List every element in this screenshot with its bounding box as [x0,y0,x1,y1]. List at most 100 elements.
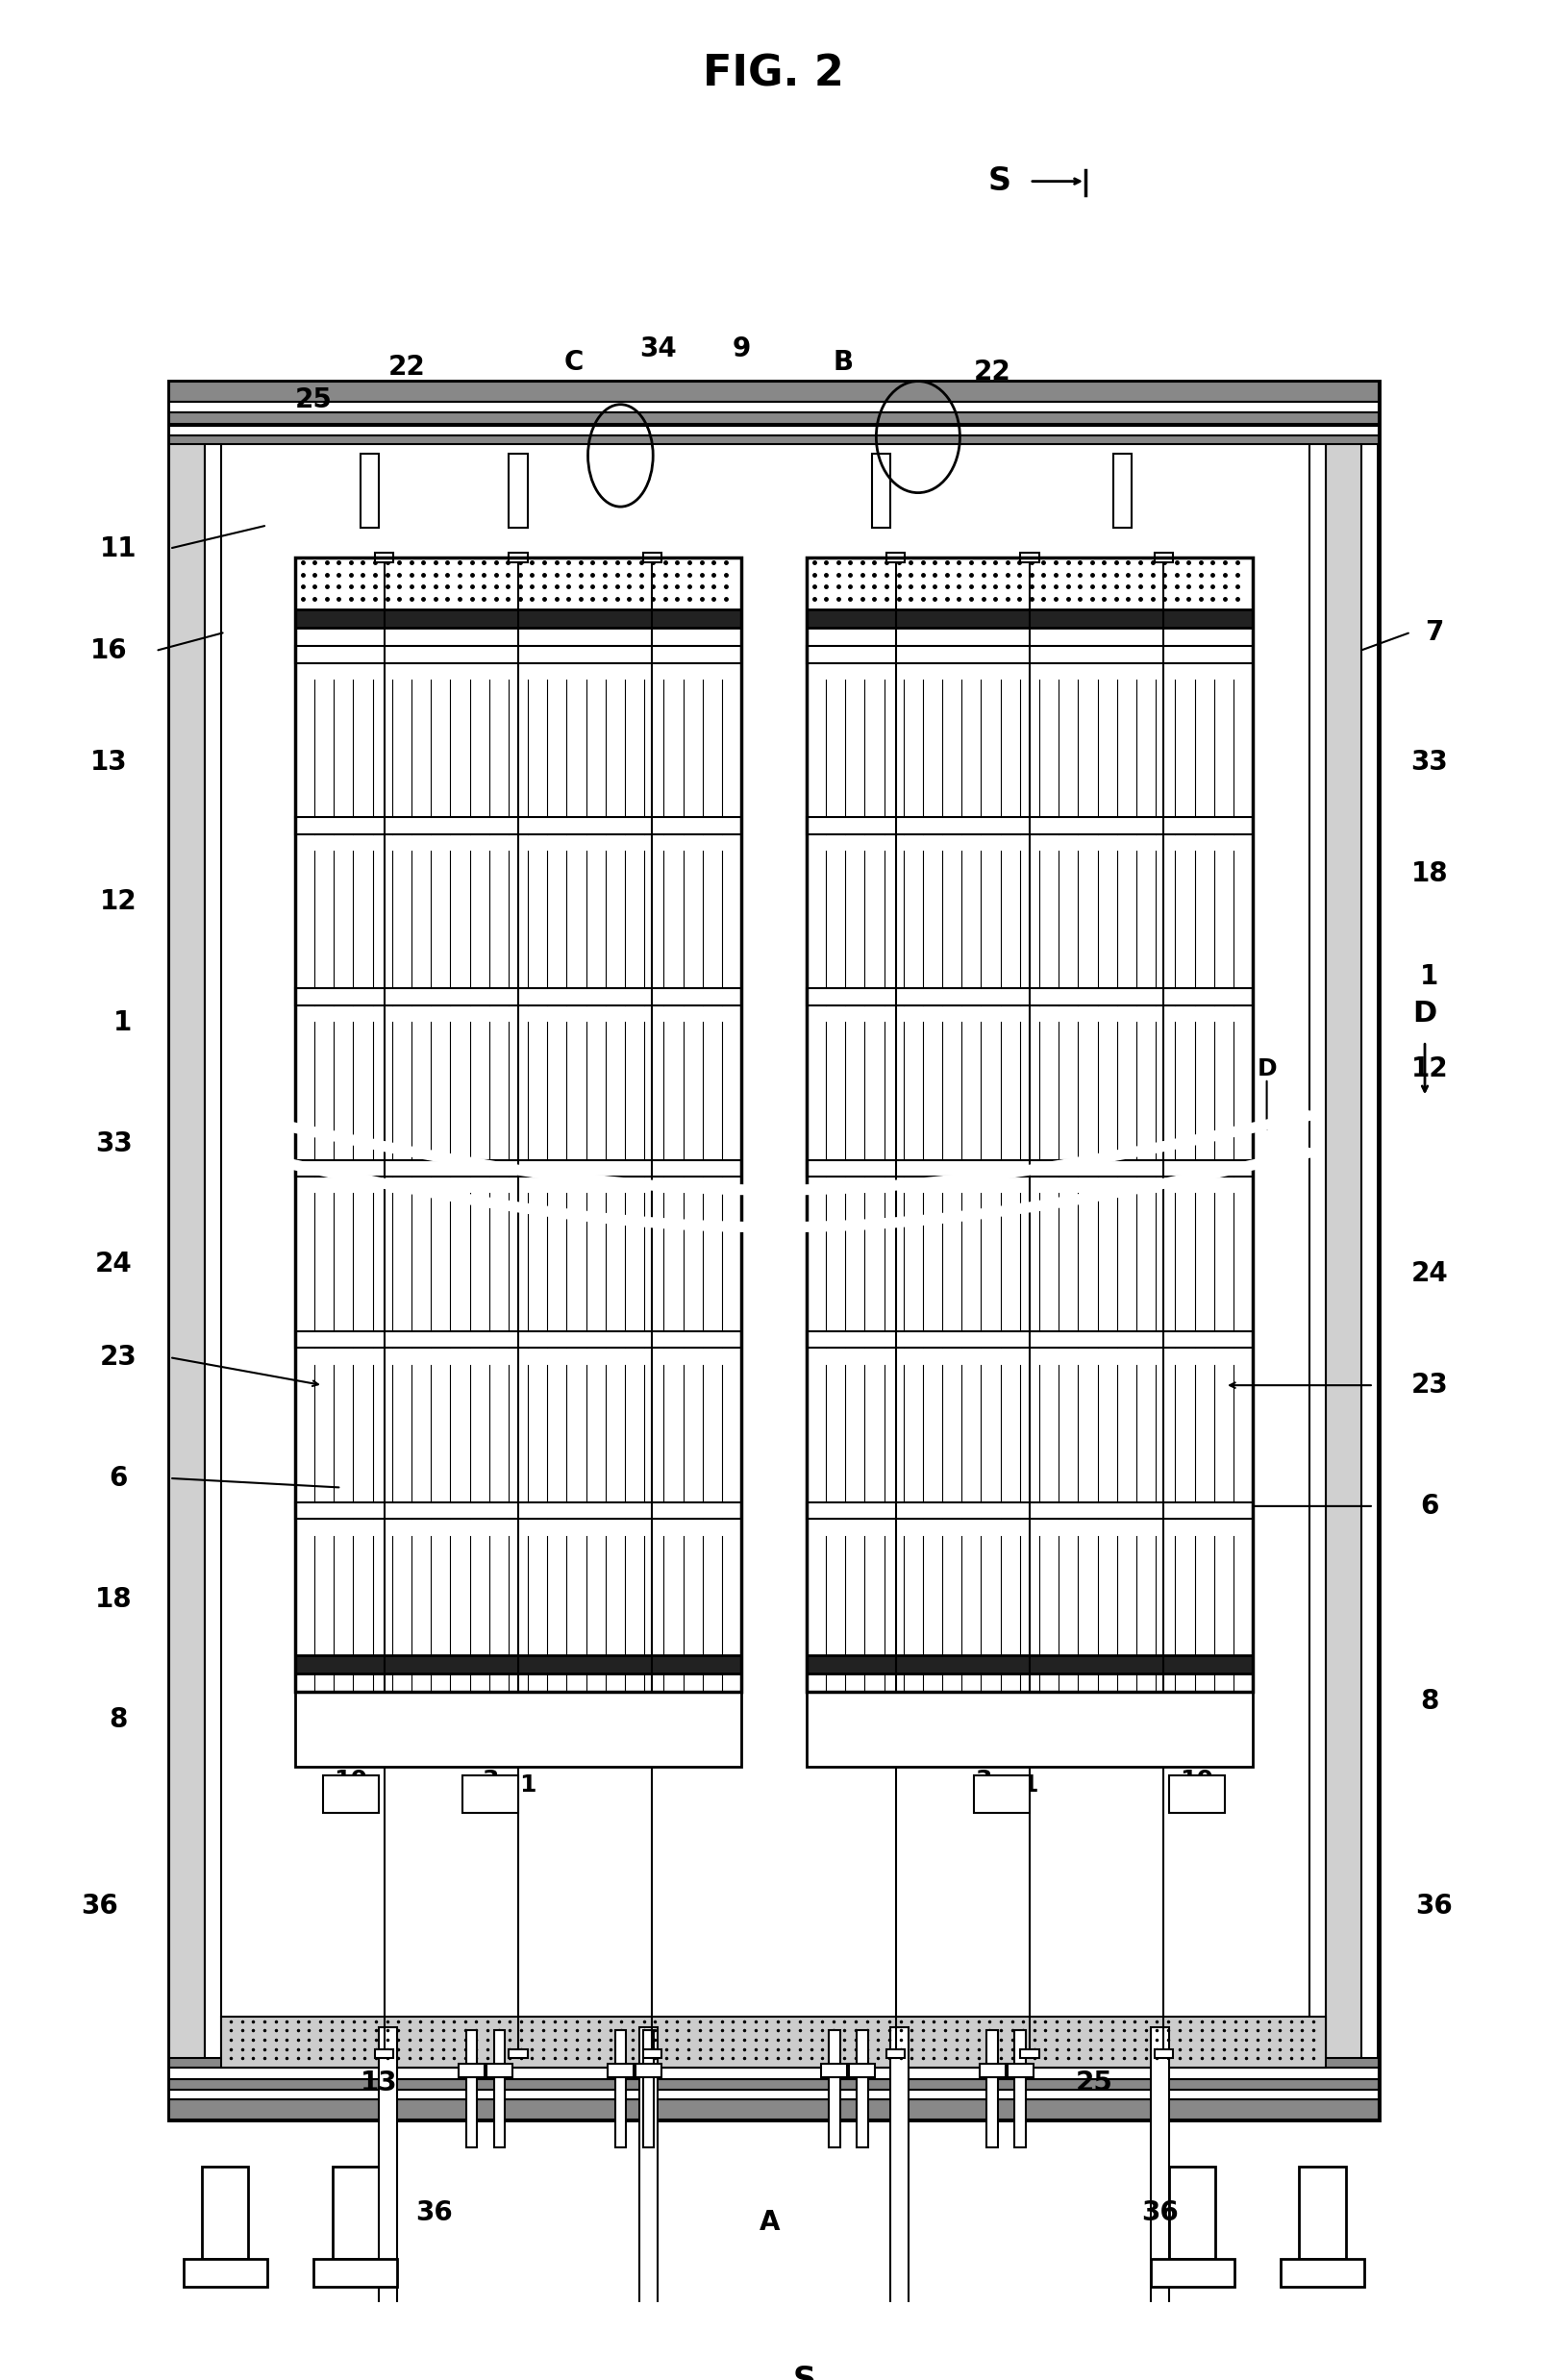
Text: D: D [1256,1057,1276,1081]
Bar [1020,2049,1038,2059]
Bar [295,557,742,1692]
Bar [170,2078,1378,2090]
Bar [635,2063,661,2078]
Bar [494,2030,505,2147]
Text: 13: 13 [360,2068,397,2097]
Bar [170,2099,1378,2121]
Bar [1326,381,1361,2121]
Bar [806,557,1251,1692]
Text: 3: 3 [482,1768,499,1792]
Bar [806,1692,1251,1766]
Bar [615,2030,626,2147]
Bar [295,1502,742,1518]
Text: 1: 1 [519,1773,536,1797]
Text: 33: 33 [1411,750,1448,776]
Bar [806,1159,1251,1176]
Bar [848,2063,874,2078]
Bar [638,2028,657,2306]
Bar [1112,455,1131,528]
Bar [643,2030,654,2147]
Bar [1007,2063,1032,2078]
Bar [806,1330,1251,1347]
Bar [806,609,1251,628]
Text: S: S [793,2363,816,2380]
Text: 18: 18 [96,1585,133,1614]
Text: 10: 10 [1179,1768,1213,1792]
Text: 23: 23 [99,1345,138,1371]
Bar [1149,2259,1233,2287]
Bar [973,1775,1029,1814]
Bar [1298,2166,1346,2259]
Bar [295,1159,742,1176]
Bar [806,988,1251,1004]
Text: 3: 3 [975,1768,990,1792]
Text: 1: 1 [114,1009,133,1035]
Bar [323,1775,379,1814]
Bar [170,2068,1378,2078]
Text: B: B [833,350,853,376]
Bar [204,381,221,2121]
Bar [986,2030,998,2147]
Text: S: S [987,167,1010,198]
Bar [221,2016,1326,2068]
Text: 22: 22 [388,355,425,381]
Bar [170,412,1378,424]
Text: 36: 36 [1140,2199,1177,2225]
Bar [314,2259,397,2287]
Bar [871,455,890,528]
Bar [295,1330,742,1347]
Bar [184,2259,267,2287]
Bar [170,381,1378,402]
Text: 36: 36 [80,1892,119,1918]
Text: 11: 11 [100,536,138,562]
Bar [360,455,379,528]
Bar [820,2063,847,2078]
Bar [332,2166,379,2259]
Bar [1168,2166,1214,2259]
Bar [806,1654,1251,1673]
Bar [379,2028,397,2306]
Bar [170,436,1378,445]
Bar [806,1502,1251,1518]
Bar [459,2063,485,2078]
Text: C: C [564,350,584,376]
Bar [1014,2030,1026,2147]
Bar [487,2063,513,2078]
Text: 7: 7 [1424,619,1443,645]
Text: 24: 24 [1411,1261,1448,1288]
Bar [806,816,1251,833]
Bar [890,2028,908,2306]
Text: FIG. 2: FIG. 2 [701,55,844,95]
Text: 8: 8 [1420,1687,1438,1716]
Bar [1154,552,1173,562]
Bar [1154,2049,1173,2059]
Text: 12: 12 [1411,1057,1448,1083]
Text: D: D [1412,1000,1437,1028]
Bar [202,2166,249,2259]
Bar [295,988,742,1004]
Bar [828,2030,839,2147]
Bar [295,816,742,833]
Bar [980,2063,1004,2078]
Bar [1309,381,1326,2121]
Text: 34: 34 [638,336,675,362]
Text: 16: 16 [91,638,128,664]
Bar [885,2049,904,2059]
Text: 13: 13 [91,750,128,776]
Bar [375,2049,394,2059]
Text: 33: 33 [94,1130,133,1157]
Text: 25: 25 [295,386,332,414]
Bar [170,2090,1378,2099]
Text: 23: 23 [1411,1371,1448,1399]
Bar [508,455,527,528]
Text: 6: 6 [1420,1492,1438,1518]
Bar [508,2049,527,2059]
Bar [170,381,1378,2121]
Bar [885,552,904,562]
Bar [375,552,394,562]
Bar [170,381,204,2121]
Text: 10: 10 [334,1768,368,1792]
Bar [1149,2028,1168,2306]
Bar [607,2063,633,2078]
Text: 36: 36 [1415,1892,1452,1918]
